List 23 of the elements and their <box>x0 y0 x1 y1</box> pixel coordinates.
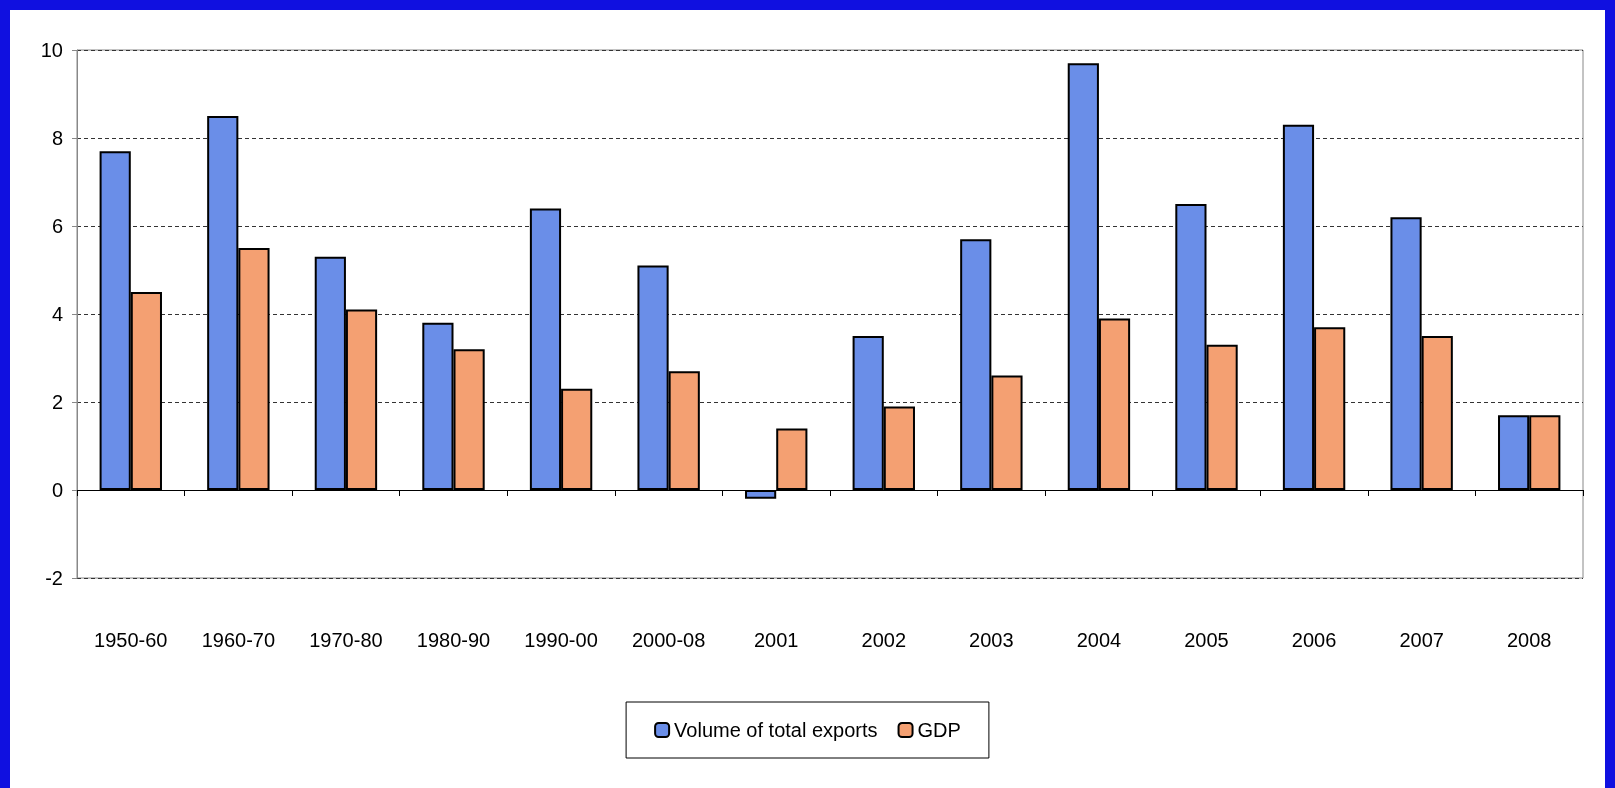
x-tick-label: 1970-80 <box>309 629 383 651</box>
x-tick-label: 2007 <box>1399 629 1444 651</box>
y-tick-label: 6 <box>51 215 63 237</box>
y-tick-label: 10 <box>40 39 63 61</box>
x-tick-label: 1990-00 <box>524 629 598 651</box>
x-tick-label: 1950-60 <box>94 629 168 651</box>
legend-label: GDP <box>917 719 961 741</box>
x-tick-label: 2001 <box>753 629 799 651</box>
x-tick-label: 2006 <box>1291 629 1337 651</box>
x-tick-label: 2008 <box>1506 629 1552 651</box>
x-tick-label: 2004 <box>1076 629 1122 651</box>
x-tick-label: 1960-70 <box>201 629 276 651</box>
x-tick-label: 2003 <box>969 629 1014 651</box>
x-tick-label: 1980-90 <box>416 629 491 651</box>
y-tick-label: 4 <box>51 303 63 325</box>
y-tick-label: 0 <box>51 479 63 501</box>
x-tick-label: 2002 <box>861 629 907 651</box>
y-tick-label: 8 <box>51 127 63 149</box>
x-tick-label: 2000-08 <box>631 629 706 651</box>
y-tick-label: 2 <box>51 391 63 413</box>
legend-label: Volume of total exports <box>674 719 878 741</box>
x-tick-label: 2005 <box>1184 629 1229 651</box>
y-tick-label: -2 <box>45 567 63 589</box>
